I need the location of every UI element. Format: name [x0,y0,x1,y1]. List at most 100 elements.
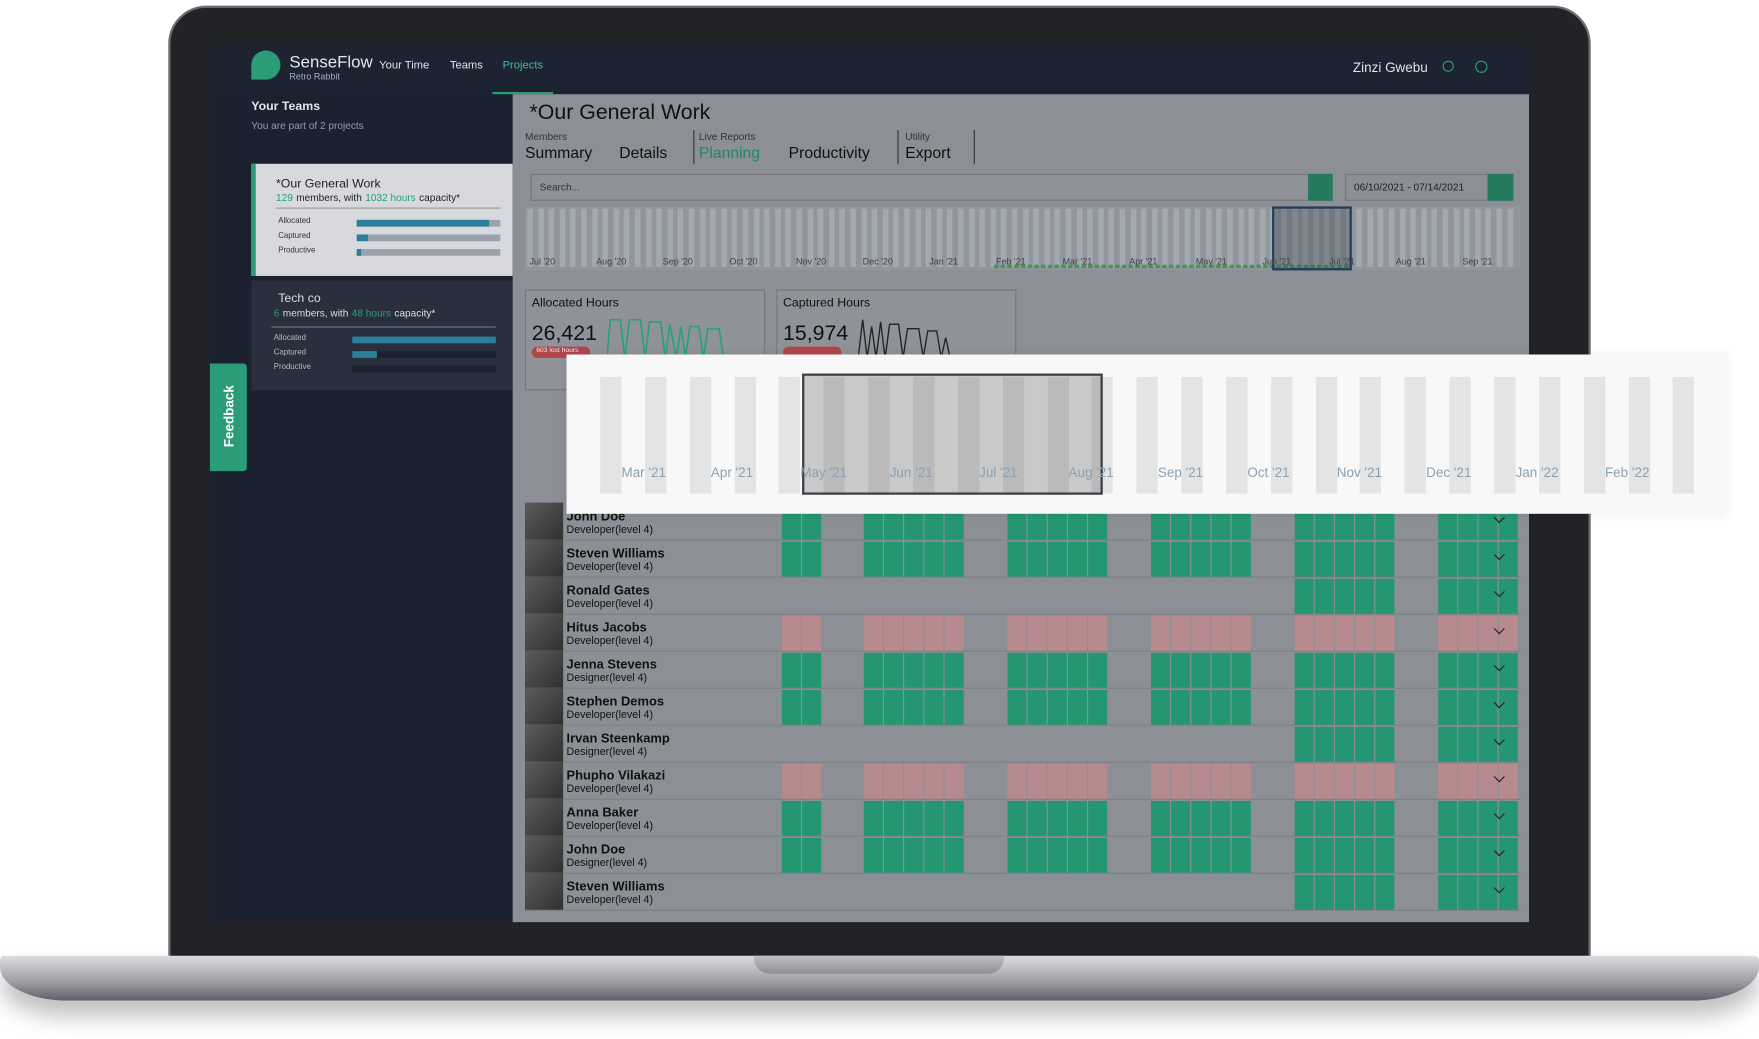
timeline-bar [828,208,835,267]
timeline-bar [1098,208,1104,267]
zoom-selection[interactable] [802,373,1103,495]
search-box[interactable] [530,173,1333,201]
timeline-bar [1162,208,1169,267]
nav-link[interactable]: Teams [449,59,483,72]
schedule-cell [1027,652,1047,688]
team-info-part: members, with [296,191,362,204]
card-title: Captured Hours [783,296,871,310]
timeline-bar [947,208,953,267]
timeline-activity [1162,264,1167,269]
schedule-cell [1027,837,1047,873]
person-name: John Doe [566,843,626,858]
schedule-cell [904,763,924,799]
person-name: Steven Williams [566,880,665,895]
schedule-cell [1355,763,1375,799]
feedback-label[interactable]: Feedback [220,385,237,448]
schedule-cell [1478,541,1498,577]
schedule-cell [1355,837,1375,873]
schedule-cell [1047,837,1067,873]
tab[interactable]: Summary [525,143,593,162]
bar-track [356,249,501,256]
schedule-cell [1231,541,1251,577]
user-icon[interactable] [1442,60,1454,72]
tab[interactable]: Productivity [788,143,870,162]
nav-link[interactable]: Your Time [379,59,430,72]
timeline-bar [1184,208,1190,267]
feedback-tab[interactable]: Feedback [209,363,247,472]
avatar [525,502,564,540]
timeline-bar [548,208,555,267]
schedule-cell [781,652,801,688]
zoom-bar [778,376,801,494]
avatar [525,576,564,614]
zoom-bar [644,376,667,494]
timeline-bar [1033,208,1040,267]
schedule-cell [1007,652,1027,688]
schedule-cell [1458,652,1478,688]
schedule-cell [1458,800,1478,836]
tab[interactable]: Planning [698,143,761,162]
schedule-cell [1294,689,1314,725]
schedule-cell [904,652,924,688]
bar-fill [356,249,362,256]
schedule-cell [1047,689,1067,725]
schedule-cell [802,763,822,799]
schedule-cell [904,541,924,577]
schedule-cell [1007,763,1027,799]
zoom-bar [1270,376,1293,494]
timeline-bar [1227,208,1233,267]
timeline-bar [1076,208,1083,267]
sparkline [858,319,951,359]
zoom-bar [1181,376,1203,494]
zoom-bar [1360,376,1382,494]
tab[interactable]: Export [905,143,951,162]
navbar [209,44,1532,95]
schedule-cell [904,615,924,651]
timeline-selection[interactable] [1272,206,1352,271]
timeline-bar [688,208,695,267]
schedule-cell [883,837,904,873]
schedule-cell [863,837,883,873]
person-name: Phupho Vilakazi [566,769,666,784]
tab[interactable]: Details [619,143,668,162]
person-role: Developer(level 4) [566,523,653,537]
timeline-bar [1065,208,1072,267]
search-dropdown[interactable] [1308,173,1333,201]
zoom-bar [1673,376,1695,494]
schedule-cell [781,689,801,725]
nav-link[interactable]: Projects [502,59,544,72]
timeline-bar [925,208,932,267]
team-card[interactable]: *Our General Work 129 members, with 1032 ho… [251,163,513,276]
timeline-bar [796,208,803,267]
schedule-cell [1191,652,1211,688]
timeline-bar [1388,208,1395,267]
date-button[interactable] [1487,173,1514,201]
schedule-cell [924,689,944,725]
schedule-cell [1355,578,1375,614]
schedule-cell [1211,541,1231,577]
schedule-cell [1438,875,1458,910]
timeline-bar [613,208,620,267]
row-line [525,761,1521,763]
timeline-bar [1108,208,1115,267]
power-icon[interactable] [1475,60,1488,73]
timeline-bar [538,208,544,267]
timeline-activity [1142,264,1147,269]
schedule-cell [1478,652,1498,688]
user-name[interactable]: Zinzi Gwebu [1352,59,1428,76]
team-card[interactable]: Tech co 6 members, with 48 hours capacity* Al… [251,280,513,391]
schedule-cell [1150,689,1171,725]
schedule-cell [1047,541,1067,577]
timeline-activity [1148,264,1154,269]
schedule-cell [1458,541,1478,577]
avatar [525,650,564,688]
schedule-cell [1355,689,1375,725]
timeline-activity [1263,264,1268,269]
schedule-cell [1498,726,1518,762]
timeline-bar [559,208,566,267]
schedule-cell [1150,652,1171,688]
schedule-cell [1478,800,1498,836]
zoom-bar [1315,376,1337,494]
zoom-bar [689,376,711,494]
